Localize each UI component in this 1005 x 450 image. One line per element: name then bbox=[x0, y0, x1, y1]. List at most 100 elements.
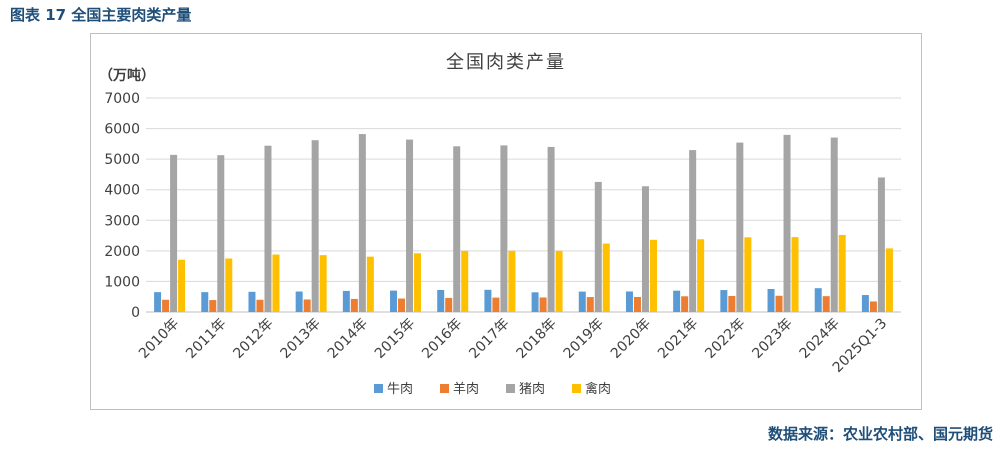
bar-牛肉 bbox=[531, 292, 539, 312]
bar-猪肉 bbox=[406, 139, 414, 312]
bar-猪肉 bbox=[500, 145, 508, 312]
bar-羊肉 bbox=[539, 297, 547, 312]
bar-牛肉 bbox=[295, 291, 303, 312]
legend-label: 禽肉 bbox=[585, 381, 611, 397]
bar-牛肉 bbox=[390, 290, 398, 312]
x-tick-label: 2017年 bbox=[466, 316, 512, 362]
y-tick-label: 4000 bbox=[104, 183, 140, 199]
bar-羊肉 bbox=[209, 300, 217, 312]
bar-禽肉 bbox=[838, 234, 846, 312]
bar-羊肉 bbox=[445, 297, 453, 312]
chart-frame: 全国肉类产量 （万吨） 0 1000 2000 3000 4000 5000 6000 700… bbox=[90, 33, 922, 410]
bar-猪肉 bbox=[689, 150, 697, 312]
bar-牛肉 bbox=[484, 289, 492, 312]
bar-猪肉 bbox=[170, 154, 178, 312]
x-tick-label: 2021年 bbox=[655, 316, 701, 362]
bar-猪肉 bbox=[547, 146, 555, 312]
bar-牛肉 bbox=[720, 290, 728, 312]
bar-牛肉 bbox=[767, 288, 775, 312]
bar-猪肉 bbox=[877, 177, 885, 312]
legend: 牛肉 羊肉 猪肉 禽肉 bbox=[374, 381, 611, 397]
bars bbox=[154, 134, 893, 312]
bar-猪肉 bbox=[311, 140, 319, 312]
x-tick-label: 2013年 bbox=[278, 316, 324, 362]
bar-猪肉 bbox=[594, 181, 602, 312]
x-tick-label: 2022年 bbox=[702, 316, 748, 362]
x-axis-ticks: 2010年 2011年 2012年 2013年 2014年 2015年 2016年 2017年… bbox=[136, 316, 890, 376]
x-tick-label: 2019年 bbox=[561, 316, 607, 362]
bar-猪肉 bbox=[783, 134, 791, 312]
chart-title: 全国肉类产量 bbox=[446, 52, 566, 73]
bar-猪肉 bbox=[641, 186, 649, 312]
bar-牛肉 bbox=[201, 292, 209, 312]
y-tick-label: 6000 bbox=[104, 122, 140, 138]
legend-swatch bbox=[440, 384, 449, 393]
bar-羊肉 bbox=[822, 296, 830, 312]
bar-羊肉 bbox=[492, 297, 500, 312]
bar-羊肉 bbox=[586, 297, 594, 312]
figure-caption: 图表 17 全国主要肉类产量 bbox=[10, 6, 192, 24]
bar-牛肉 bbox=[673, 290, 681, 312]
bar-禽肉 bbox=[649, 239, 657, 312]
bar-禽肉 bbox=[319, 255, 327, 312]
x-tick-label: 2012年 bbox=[230, 316, 276, 362]
y-tick-label: 0 bbox=[131, 305, 140, 321]
y-tick-label: 5000 bbox=[104, 152, 140, 168]
bar-猪肉 bbox=[358, 134, 366, 312]
bar-羊肉 bbox=[162, 299, 170, 312]
bar-禽肉 bbox=[697, 239, 705, 312]
bar-牛肉 bbox=[248, 291, 256, 312]
x-tick-label: 2024年 bbox=[797, 316, 843, 362]
bar-羊肉 bbox=[681, 296, 689, 312]
y-tick-label: 2000 bbox=[104, 244, 140, 260]
x-tick-label: 2010年 bbox=[136, 316, 182, 362]
bar-禽肉 bbox=[272, 254, 280, 312]
legend-label: 牛肉 bbox=[387, 382, 413, 397]
y-tick-label: 7000 bbox=[104, 91, 140, 107]
x-tick-label: 2014年 bbox=[325, 316, 371, 362]
bar-牛肉 bbox=[861, 295, 869, 312]
bar-禽肉 bbox=[602, 243, 610, 312]
bar-禽肉 bbox=[178, 259, 186, 312]
y-axis-unit-label: （万吨） bbox=[99, 67, 155, 84]
x-tick-label: 2020年 bbox=[608, 316, 654, 362]
y-tick-label: 1000 bbox=[104, 274, 140, 290]
bar-猪肉 bbox=[264, 145, 272, 312]
bar-羊肉 bbox=[303, 299, 311, 312]
bar-禽肉 bbox=[225, 258, 233, 312]
legend-swatch bbox=[374, 384, 383, 393]
bar-羊肉 bbox=[633, 296, 641, 312]
x-tick-label: 2018年 bbox=[514, 316, 560, 362]
bar-羊肉 bbox=[775, 295, 783, 312]
bar-禽肉 bbox=[414, 253, 422, 312]
bar-羊肉 bbox=[256, 299, 264, 312]
legend-swatch bbox=[506, 384, 515, 393]
bar-禽肉 bbox=[744, 237, 752, 312]
x-tick-label: 2016年 bbox=[419, 316, 465, 362]
bar-羊肉 bbox=[350, 298, 358, 312]
bar-羊肉 bbox=[398, 298, 406, 312]
data-source: 数据来源：农业农村部、国元期货 bbox=[767, 425, 993, 443]
bar-禽肉 bbox=[791, 237, 799, 312]
bar-牛肉 bbox=[342, 290, 350, 312]
x-tick-label: 2011年 bbox=[183, 316, 229, 362]
bar-牛肉 bbox=[154, 292, 162, 312]
bar-禽肉 bbox=[461, 250, 469, 312]
x-tick-label: 2015年 bbox=[372, 316, 418, 362]
bar-牛肉 bbox=[814, 288, 822, 312]
bar-牛肉 bbox=[437, 289, 445, 312]
bar-禽肉 bbox=[885, 248, 893, 312]
legend-label: 羊肉 bbox=[453, 381, 479, 397]
bar-猪肉 bbox=[736, 142, 744, 312]
y-tick-label: 3000 bbox=[104, 213, 140, 229]
bar-禽肉 bbox=[555, 250, 563, 312]
bar-禽肉 bbox=[366, 256, 374, 312]
bar-猪肉 bbox=[830, 137, 838, 312]
legend-label: 猪肉 bbox=[519, 382, 545, 397]
bar-禽肉 bbox=[508, 250, 516, 312]
meat-production-chart: 全国肉类产量 （万吨） 0 1000 2000 3000 4000 5000 6000 700… bbox=[99, 52, 901, 397]
bar-牛肉 bbox=[578, 291, 586, 312]
gridlines bbox=[146, 97, 901, 313]
bar-猪肉 bbox=[217, 155, 225, 312]
bar-猪肉 bbox=[453, 146, 461, 312]
